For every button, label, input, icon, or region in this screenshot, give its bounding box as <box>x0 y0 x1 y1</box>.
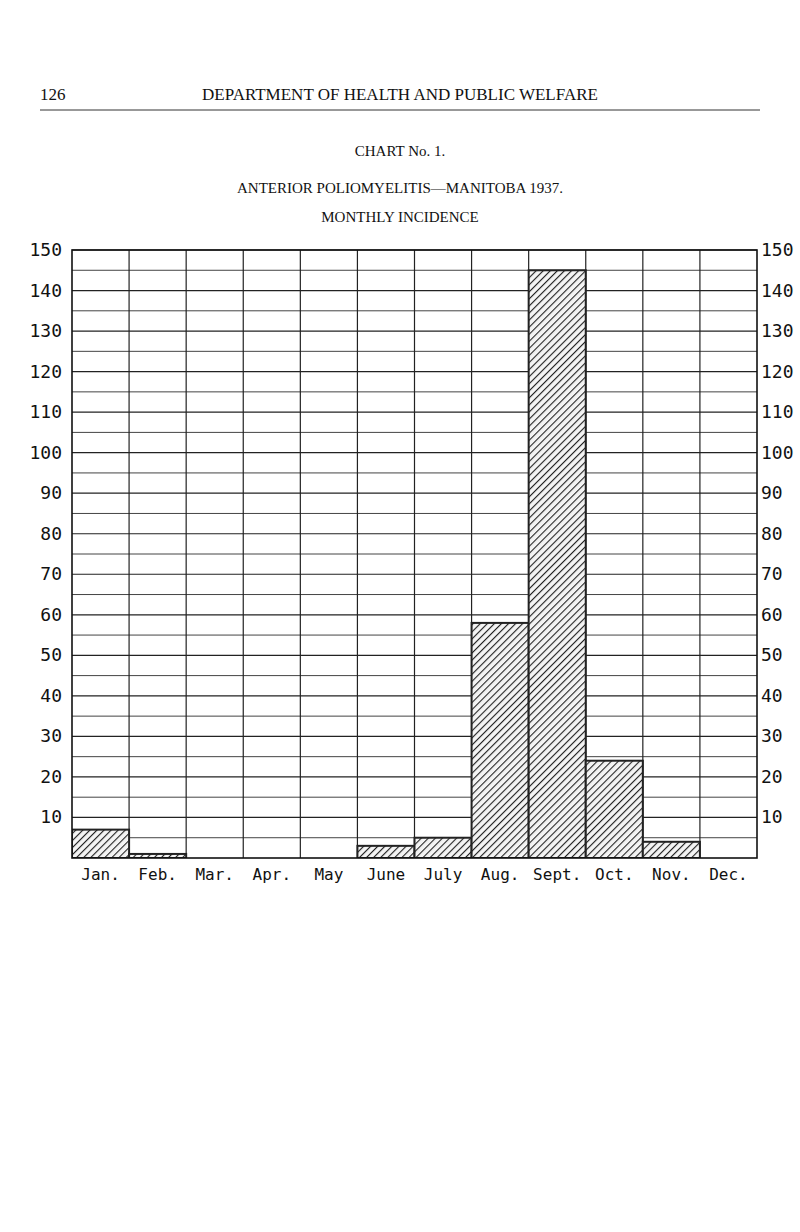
y-tick-label-left: 120 <box>29 361 62 382</box>
column-divider <box>243 250 244 858</box>
bar <box>357 846 414 858</box>
chart-root: 126 DEPARTMENT OF HEALTH AND PUBLIC WELFA… <box>0 0 800 1232</box>
x-tick-label: May <box>314 865 343 884</box>
x-tick-label: Jan. <box>81 865 120 884</box>
y-tick-label-right: 120 <box>761 361 794 382</box>
y-tick-label-left: 60 <box>40 604 62 625</box>
x-tick-label: Feb. <box>138 865 177 884</box>
x-tick-label: Aug. <box>481 865 520 884</box>
y-tick-label-right: 130 <box>761 320 794 341</box>
y-tick-label-right: 10 <box>761 806 783 827</box>
bar <box>72 830 129 858</box>
x-tick-label: Dec. <box>709 865 748 884</box>
y-tick-label-left: 20 <box>40 766 62 787</box>
x-tick-label: Apr. <box>253 865 292 884</box>
x-tick-labels: Jan. Feb. Mar. Apr. May June July Aug. Sept. Oct.… <box>81 865 747 884</box>
header-rule <box>40 110 760 111</box>
y-tick-label-right: 60 <box>761 604 783 625</box>
y-tick-labels: 10 10 20 20 30 30 40 40 50 50 60 60 70 70 80 80 90 90 100 1… <box>29 239 793 827</box>
y-tick-label-right: 110 <box>761 401 794 422</box>
bar <box>643 842 700 858</box>
y-tick-label-left: 10 <box>40 806 62 827</box>
column-divider <box>357 250 358 858</box>
y-tick-label-left: 140 <box>29 280 62 301</box>
y-tick-label-left: 80 <box>40 523 62 544</box>
column-divider <box>414 250 415 858</box>
y-tick-label-left: 30 <box>40 725 62 746</box>
y-tick-label-right: 150 <box>761 239 794 260</box>
y-tick-label-left: 40 <box>40 685 62 706</box>
grid <box>72 250 757 858</box>
y-tick-label-right: 70 <box>761 563 783 584</box>
bar <box>415 838 472 858</box>
y-tick-label-right: 30 <box>761 725 783 746</box>
y-tick-label-right: 80 <box>761 523 783 544</box>
bar <box>586 761 643 858</box>
y-tick-label-left: 90 <box>40 482 62 503</box>
bar <box>472 623 529 858</box>
x-tick-label: Mar. <box>195 865 234 884</box>
y-tick-label-left: 70 <box>40 563 62 584</box>
y-tick-label-left: 130 <box>29 320 62 341</box>
x-tick-label: Nov. <box>652 865 691 884</box>
y-tick-label-left: 150 <box>29 239 62 260</box>
page-number: 126 <box>40 85 66 104</box>
bars <box>72 270 700 858</box>
x-tick-label: Sept. <box>533 865 581 884</box>
column-divider <box>699 250 700 858</box>
subtitle: MONTHLY INCIDENCE <box>321 209 479 225</box>
title: ANTERIOR POLIOMYELITIS—MANITOBA 1937. <box>237 180 563 196</box>
x-tick-label: July <box>424 865 463 884</box>
y-tick-label-left: 50 <box>40 644 62 665</box>
chart-label: CHART No. 1. <box>355 143 446 159</box>
y-tick-label-left: 100 <box>29 442 62 463</box>
x-tick-label: June <box>367 865 406 884</box>
page-header: DEPARTMENT OF HEALTH AND PUBLIC WELFARE <box>202 85 598 104</box>
y-tick-label-left: 110 <box>29 401 62 422</box>
x-tick-label: Oct. <box>595 865 634 884</box>
plot-frame <box>72 250 757 858</box>
y-tick-label-right: 90 <box>761 482 783 503</box>
y-tick-label-right: 140 <box>761 280 794 301</box>
column-divider <box>186 250 187 858</box>
column-divider <box>128 250 129 858</box>
column-divider <box>300 250 301 858</box>
y-tick-label-right: 40 <box>761 685 783 706</box>
bar <box>529 270 586 858</box>
y-tick-label-right: 20 <box>761 766 783 787</box>
y-tick-label-right: 100 <box>761 442 794 463</box>
y-tick-label-right: 50 <box>761 644 783 665</box>
